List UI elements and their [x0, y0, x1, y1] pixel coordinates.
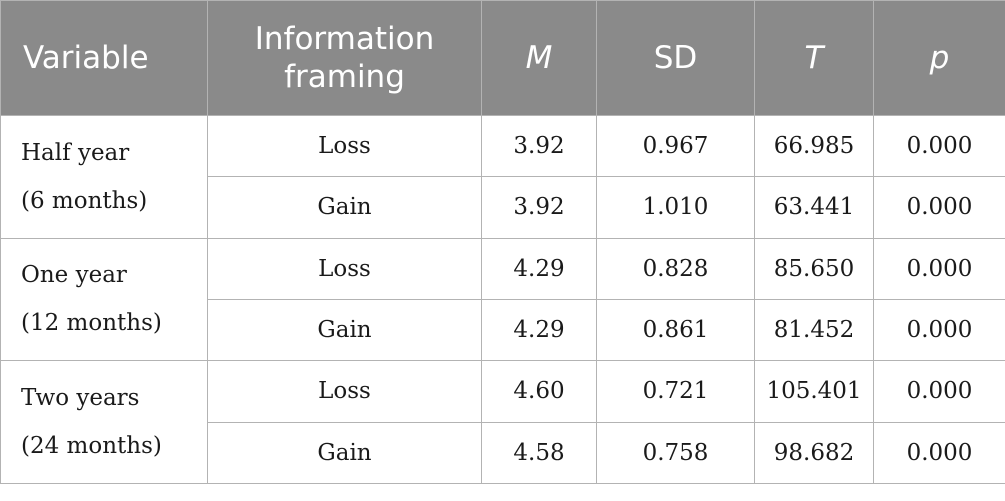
variable-label-line1: Half year [21, 139, 130, 166]
header-p: p [873, 0, 1005, 116]
m-cell: 3.92 [481, 114, 597, 178]
variable-label-line2: (6 months) [21, 187, 148, 214]
sd-cell: 0.758 [596, 421, 755, 485]
t-cell: 98.682 [754, 421, 874, 485]
header-variable: Variable [0, 0, 208, 116]
framing-cell: Loss [207, 237, 482, 300]
table-row: Two years (24 months) Loss 4.60 0.721 10… [0, 360, 1005, 484]
sd-cell: 0.828 [596, 237, 755, 300]
variable-label-line2: (12 months) [21, 310, 162, 337]
m-cell: 4.58 [481, 421, 597, 485]
framing-cell: Gain [207, 298, 482, 362]
header-information-framing: Information framing [207, 0, 482, 116]
sd-cell: 0.721 [596, 360, 755, 423]
t-cell: 85.650 [754, 237, 874, 300]
header-t: T [754, 0, 874, 116]
framing-cell: Gain [207, 421, 482, 485]
table-row: Gain 4.58 0.758 98.682 0.000 [1, 421, 1005, 485]
header-m: M [481, 0, 597, 116]
framing-cell: Gain [207, 176, 482, 239]
t-cell: 63.441 [754, 176, 874, 239]
framing-cell: Loss [207, 360, 482, 423]
variable-cell-one-year: One year (12 months) [0, 237, 208, 362]
variable-cell-half-year: Half year (6 months) [0, 115, 208, 239]
sd-cell: 0.967 [596, 114, 755, 178]
m-cell: 4.60 [481, 360, 597, 423]
table-row: Half year (6 months) Loss 3.92 0.967 66.… [0, 114, 1005, 239]
variable-cell-two-years: Two years (24 months) [0, 360, 208, 484]
header-framing-line1: Information [254, 21, 435, 57]
framing-cell: Loss [207, 114, 482, 178]
m-cell: 4.29 [481, 237, 597, 300]
table-row: Gain 4.29 0.861 81.452 0.000 [1, 298, 1005, 362]
sd-cell: 1.010 [596, 176, 755, 239]
header-sd: SD [596, 0, 755, 116]
p-cell: 0.000 [873, 298, 1005, 362]
variable-label-line1: One year [21, 262, 127, 289]
p-cell: 0.000 [873, 237, 1005, 300]
p-cell: 0.000 [873, 114, 1005, 178]
variable-label-line1: Two years [21, 385, 140, 412]
m-cell: 3.92 [481, 176, 597, 239]
p-cell: 0.000 [873, 176, 1005, 239]
t-cell: 66.985 [754, 114, 874, 178]
table-row: One year (12 months) Loss 4.29 0.828 85.… [0, 237, 1005, 362]
variable-label-line2: (24 months) [21, 433, 162, 460]
sd-cell: 0.861 [596, 298, 755, 362]
statistics-table: Variable Information framing M SD T p Ha… [0, 0, 1005, 485]
p-cell: 0.000 [873, 421, 1005, 485]
table-header-row: Variable Information framing M SD T p [0, 0, 1005, 116]
t-cell: 105.401 [754, 360, 874, 423]
m-cell: 4.29 [481, 298, 597, 362]
t-cell: 81.452 [754, 298, 874, 362]
p-cell: 0.000 [873, 360, 1005, 423]
header-framing-line2: framing [284, 59, 405, 95]
